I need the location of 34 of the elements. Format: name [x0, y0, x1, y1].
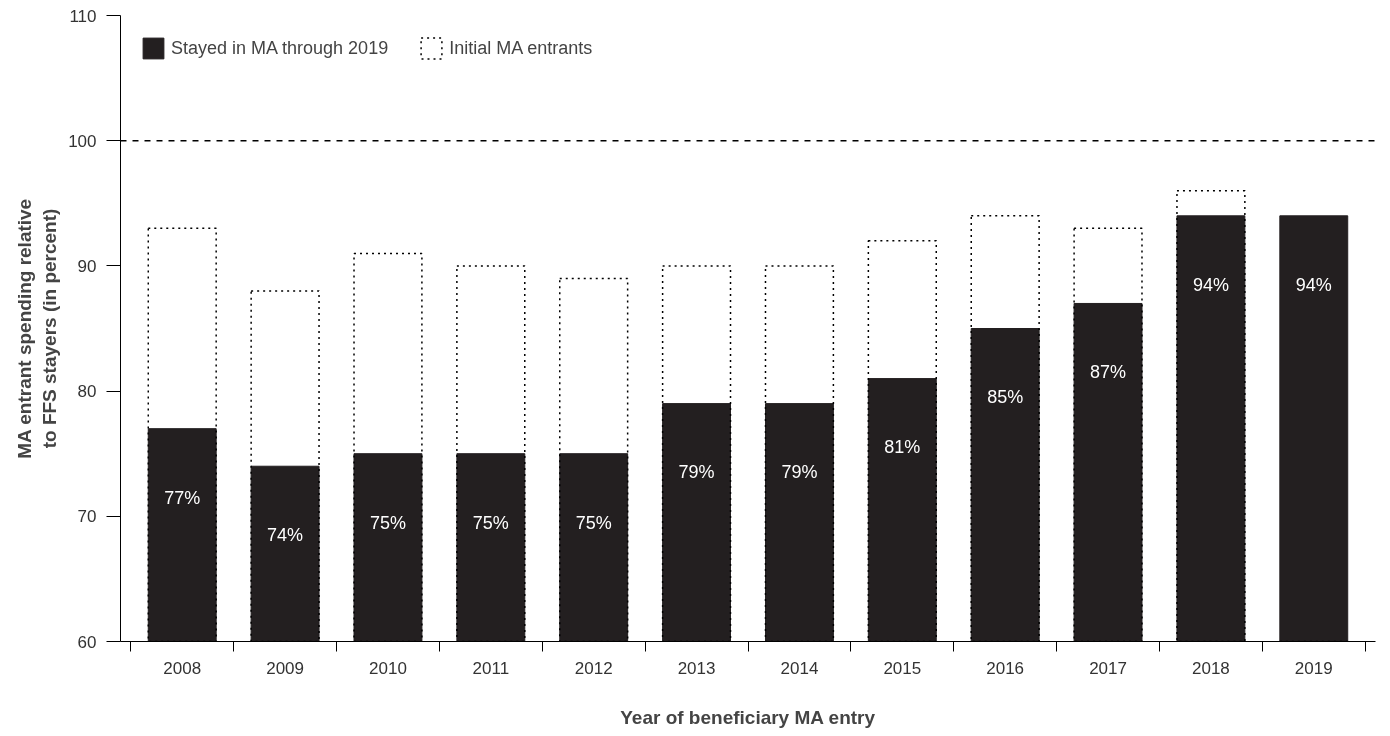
- data-label: 77%: [164, 487, 201, 508]
- data-label: 79%: [678, 462, 715, 483]
- data-label: 75%: [575, 512, 612, 533]
- data-label: 81%: [884, 437, 921, 458]
- x-tick-label: 2018: [1192, 658, 1230, 678]
- x-axis-title: Year of beneficiary MA entry: [620, 706, 876, 728]
- y-tick-label: 60: [77, 632, 97, 652]
- y-tick-label: 110: [69, 6, 97, 26]
- data-label: 94%: [1295, 274, 1332, 295]
- legend-label: Initial MA entrants: [449, 37, 593, 59]
- data-label: 85%: [987, 387, 1024, 408]
- y-tick-label: 100: [68, 131, 97, 151]
- x-tick-label: 2010: [369, 658, 407, 678]
- data-label: 75%: [472, 512, 509, 533]
- x-tick-label: 2011: [472, 658, 510, 678]
- x-tick-label: 2017: [1089, 658, 1127, 678]
- data-label: 94%: [1192, 274, 1229, 295]
- data-label: 87%: [1090, 362, 1127, 383]
- x-tick-label: 2008: [163, 658, 202, 678]
- y-axis-title: MA entrant spending relative to FFS stayers (in percent): [13, 198, 61, 459]
- data-label: 79%: [781, 462, 818, 483]
- y-tick-label: 70: [77, 507, 97, 527]
- legend-label: Stayed in MA through 2019: [171, 37, 389, 59]
- y-tick-label: 80: [77, 382, 97, 402]
- y-tick-label: 90: [77, 256, 97, 276]
- x-tick-label: 2014: [780, 658, 819, 678]
- data-label: 75%: [369, 512, 406, 533]
- data-label: 74%: [267, 525, 304, 546]
- x-tick-label: 2019: [1294, 658, 1333, 678]
- x-tick-label: 2009: [266, 658, 305, 678]
- x-tick-label: 2016: [986, 658, 1025, 678]
- x-tick-label: 2015: [883, 658, 922, 678]
- x-tick-label: 2012: [574, 658, 613, 678]
- x-tick-label: 2013: [677, 658, 716, 678]
